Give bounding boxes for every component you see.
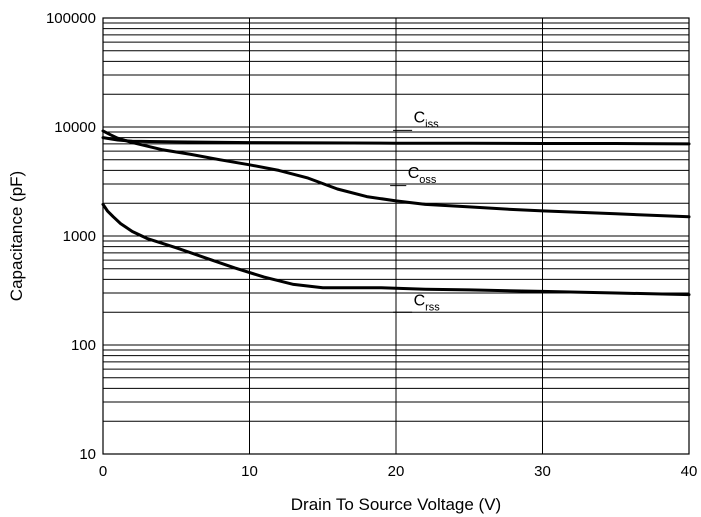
x-tick-label: 40 [681,463,698,480]
series-label-c-rss: Crss [414,293,441,314]
x-tick-label: 30 [534,463,551,480]
grid-lines [102,18,690,455]
y-tick-label: 100000 [46,10,96,27]
series-labels: Ciss Coss Crss [390,109,441,314]
x-tick-label: 0 [99,463,107,480]
y-tick-label: 10 [79,446,96,463]
y-tick-label: 1000 [63,228,96,245]
x-tick-label: 10 [241,463,258,480]
x-tick-label: 20 [388,463,405,480]
series-line-c-rss [101,202,691,297]
plot-frame [102,17,690,455]
series-label-c-oss: Coss [408,165,437,186]
y-tick-label: 100 [71,337,96,354]
series-curves [101,129,691,297]
series-line-c-oss [101,129,691,219]
y-tick-label: 10000 [54,119,96,136]
y-axis-label: Capacitance (pF) [7,171,26,301]
series-label-c-iss: Ciss [414,109,440,130]
x-axis-label: Drain To Source Voltage (V) [291,495,501,514]
